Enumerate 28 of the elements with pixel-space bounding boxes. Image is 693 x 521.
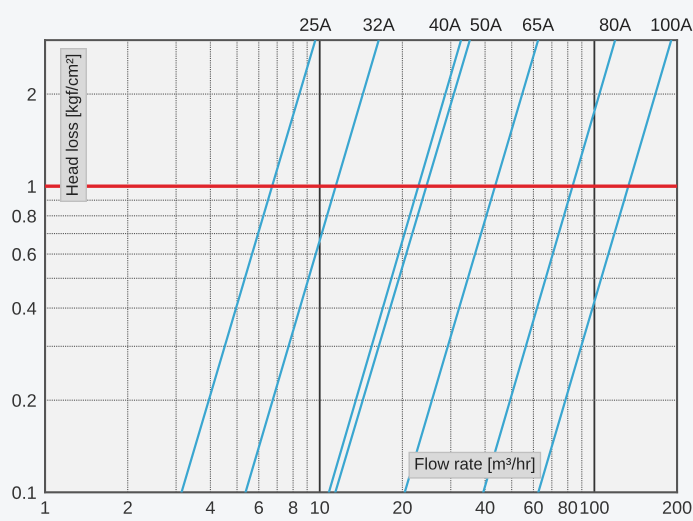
x-tick-label: 100 [580, 501, 609, 514]
series-label: 50A [470, 18, 502, 31]
x-tick-label: 8 [288, 501, 298, 514]
y-tick-label: 0.8 [12, 210, 36, 223]
series-label: 80A [600, 18, 632, 31]
x-tick-label: 4 [206, 501, 215, 514]
series-label: 100A [652, 18, 692, 31]
y-tick-label: 0.4 [12, 302, 36, 315]
series-label: 65A [522, 18, 554, 31]
y-tick-label: 1 [28, 180, 36, 193]
x-tick-label: 6 [254, 501, 264, 514]
x-tick-label: 40 [475, 501, 494, 514]
x-tick-label: 2 [124, 501, 132, 514]
y-tick-label: 0.6 [12, 248, 36, 261]
x-axis-title: Flow rate [m³/hr] [416, 457, 534, 473]
series-label: 40A [429, 18, 462, 31]
x-tick-label: 20 [393, 501, 412, 514]
y-tick-label: 2 [28, 88, 36, 101]
x-tick-label: 10 [311, 501, 330, 514]
y-axis-title: Head loss [kgf/cm²] [66, 54, 82, 195]
x-tick-label: 80 [558, 501, 578, 514]
y-tick-label: 0.1 [12, 486, 36, 500]
x-tick-label: 60 [524, 501, 543, 514]
series-label: 32A [363, 18, 395, 31]
x-tick-label: 200 [662, 501, 692, 514]
y-tick-label: 0.2 [12, 394, 36, 407]
series-label: 25A [300, 18, 332, 31]
x-tick-label: 1 [41, 501, 50, 514]
